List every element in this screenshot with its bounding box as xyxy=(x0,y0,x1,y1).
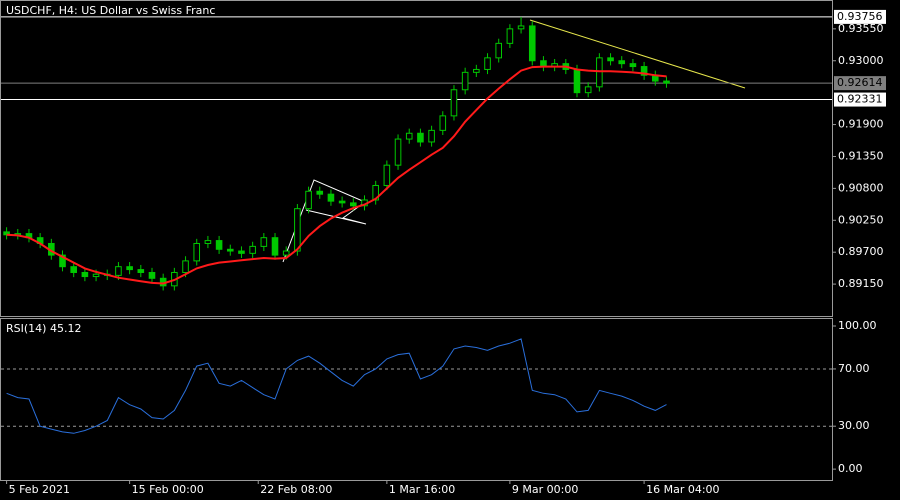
candle-body xyxy=(383,164,391,186)
candle-body xyxy=(528,25,536,62)
candle-body xyxy=(316,190,324,195)
candle-body xyxy=(271,237,279,256)
y-tick-label: 0.00 xyxy=(838,462,863,475)
candle-body xyxy=(439,115,447,131)
chart-title: USDCHF, H4: US Dollar vs Swiss Franc xyxy=(6,4,215,17)
candle-body xyxy=(327,193,335,202)
candle-body xyxy=(405,132,413,140)
price-label: 0.92331 xyxy=(837,93,883,106)
moving-average xyxy=(6,65,667,285)
candle-body xyxy=(182,260,189,273)
candle-body xyxy=(517,25,525,30)
rsi-line xyxy=(6,338,667,434)
candle-body xyxy=(484,57,491,70)
candle-body xyxy=(338,200,346,204)
candle-body xyxy=(573,68,581,94)
candle-body xyxy=(193,242,201,262)
y-tick-label: 0.91900 xyxy=(838,118,884,131)
price-pane-frame xyxy=(0,0,833,317)
candle-body xyxy=(495,42,503,59)
candle-body xyxy=(450,89,458,117)
candle-body xyxy=(215,240,223,250)
candle-body xyxy=(417,132,424,143)
y-tick-label: 0.90800 xyxy=(838,181,884,194)
candle-body xyxy=(372,184,379,201)
y-tick-label: 0.90250 xyxy=(838,213,884,226)
y-tick-label: 0.91350 xyxy=(838,149,884,162)
candle-body xyxy=(137,269,145,273)
y-tick-label: 0.89150 xyxy=(838,277,884,290)
x-tick-label: 22 Feb 08:00 xyxy=(260,483,332,496)
y-tick-label: 30.00 xyxy=(838,419,870,432)
x-tick-label: 5 Feb 2021 xyxy=(9,483,70,496)
x-tick-label: 16 Mar 04:00 xyxy=(646,483,719,496)
trendline xyxy=(529,19,746,89)
candle-body xyxy=(584,86,592,94)
price-label-box xyxy=(834,9,886,24)
candle-body xyxy=(350,202,357,207)
candle-body xyxy=(618,60,626,65)
candle-body xyxy=(506,28,514,44)
y-tick-label: 0.93550 xyxy=(838,22,884,35)
candle-body xyxy=(640,66,648,76)
y-tick-label: 100.00 xyxy=(838,319,877,332)
x-tick-label: 9 Mar 00:00 xyxy=(512,483,578,496)
candle-body xyxy=(249,245,256,254)
y-tick-label: 0.93000 xyxy=(838,54,884,67)
candle-body xyxy=(238,250,245,254)
candle-body xyxy=(394,138,402,166)
candle-body xyxy=(260,237,268,247)
candle-body xyxy=(204,240,212,244)
candle-body xyxy=(148,271,156,279)
x-tick-label: 1 Mar 16:00 xyxy=(389,483,455,496)
candle-body xyxy=(428,129,435,143)
price-label-box xyxy=(834,76,886,91)
candle-body xyxy=(461,71,469,91)
candle-body xyxy=(59,254,66,268)
price-label-box xyxy=(834,92,886,107)
candle-body xyxy=(663,80,670,84)
price-label: 0.92614 xyxy=(837,76,883,89)
candle-body xyxy=(629,63,637,68)
price-label: 0.93756 xyxy=(837,10,883,23)
y-tick-label: 0.89700 xyxy=(838,245,884,258)
candle-body xyxy=(81,271,89,278)
y-tick-label: 70.00 xyxy=(838,362,870,375)
candle-body xyxy=(282,250,290,256)
x-tick-label: 15 Feb 00:00 xyxy=(132,483,204,496)
candle-body xyxy=(226,248,234,252)
candle-body xyxy=(305,190,312,210)
candle-body xyxy=(3,231,10,236)
rsi-title: RSI(14) 45.12 xyxy=(6,322,81,335)
candle-body xyxy=(92,273,100,278)
candle-body xyxy=(473,68,480,73)
candle-body xyxy=(115,266,122,276)
candle-body xyxy=(70,266,77,273)
candle-body xyxy=(596,57,603,88)
candle-body xyxy=(126,266,133,271)
candle-body xyxy=(294,208,301,252)
rsi-pane-frame xyxy=(0,318,833,481)
candle-body xyxy=(607,57,614,62)
